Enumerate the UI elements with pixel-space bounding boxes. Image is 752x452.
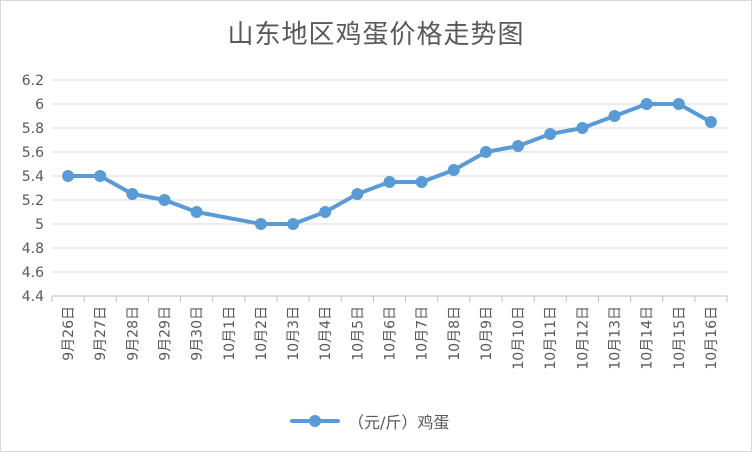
data-point [704, 116, 717, 128]
data-point [479, 146, 492, 158]
y-tick-label: 6.2 [22, 73, 44, 89]
x-tick-label: 10月5日 [350, 306, 366, 361]
x-tick-label: 10月2日 [254, 306, 270, 361]
data-point [287, 218, 300, 230]
x-tick-label: 10月7日 [415, 306, 431, 361]
x-tick-label: 10月3日 [286, 306, 302, 361]
x-tick-label: 10月10日 [511, 306, 527, 370]
y-tick-label: 5.8 [22, 121, 44, 137]
y-tick-label: 5.2 [22, 193, 44, 209]
x-tick-label: 10月11日 [543, 306, 559, 370]
data-point [447, 164, 460, 176]
y-tick-label: 4.4 [22, 289, 44, 305]
data-point [351, 188, 364, 200]
data-point [576, 122, 589, 134]
chart-title: 山东地区鸡蛋价格走势图 [227, 20, 525, 50]
legend-label: （元/斤）鸡蛋 [348, 413, 450, 432]
x-tick-label: 9月27日 [93, 306, 109, 361]
data-point [512, 140, 525, 152]
x-tick-label: 10月8日 [447, 306, 463, 361]
data-point [190, 206, 203, 218]
x-tick-label: 9月29日 [158, 306, 174, 361]
data-point [94, 170, 107, 182]
y-tick-label: 5 [35, 217, 44, 233]
x-tick-label: 10月15日 [672, 306, 688, 370]
x-tick-label: 10月16日 [704, 306, 720, 370]
x-tick-label: 10月13日 [608, 306, 624, 370]
y-tick-label: 5.4 [22, 169, 44, 185]
data-point [62, 170, 75, 182]
x-tick-label: 9月30日 [190, 306, 206, 361]
data-point [383, 176, 396, 188]
data-point [158, 194, 171, 206]
data-point [126, 188, 139, 200]
x-tick-label: 10月14日 [640, 306, 656, 370]
data-point [415, 176, 428, 188]
x-tick-label: 10月1日 [222, 306, 238, 361]
data-point [640, 98, 653, 110]
y-tick-label: 4.8 [22, 241, 44, 257]
y-tick-label: 5.6 [22, 145, 44, 161]
y-tick-label: 6 [35, 97, 44, 113]
data-point [319, 206, 332, 218]
x-tick-label: 10月9日 [479, 306, 495, 361]
x-tick-label: 10月4日 [318, 306, 334, 361]
x-tick-label: 9月26日 [61, 306, 77, 361]
data-point [672, 98, 685, 110]
legend-swatch [290, 409, 340, 433]
x-tick-label: 9月28日 [125, 306, 141, 361]
y-tick-label: 4.6 [22, 265, 44, 281]
data-point [254, 218, 267, 230]
x-tick-label: 10月6日 [383, 306, 399, 361]
legend: （元/斤）鸡蛋 [290, 409, 449, 433]
data-point [544, 128, 557, 140]
x-tick-label: 10月12日 [575, 306, 591, 370]
data-point [608, 110, 621, 122]
